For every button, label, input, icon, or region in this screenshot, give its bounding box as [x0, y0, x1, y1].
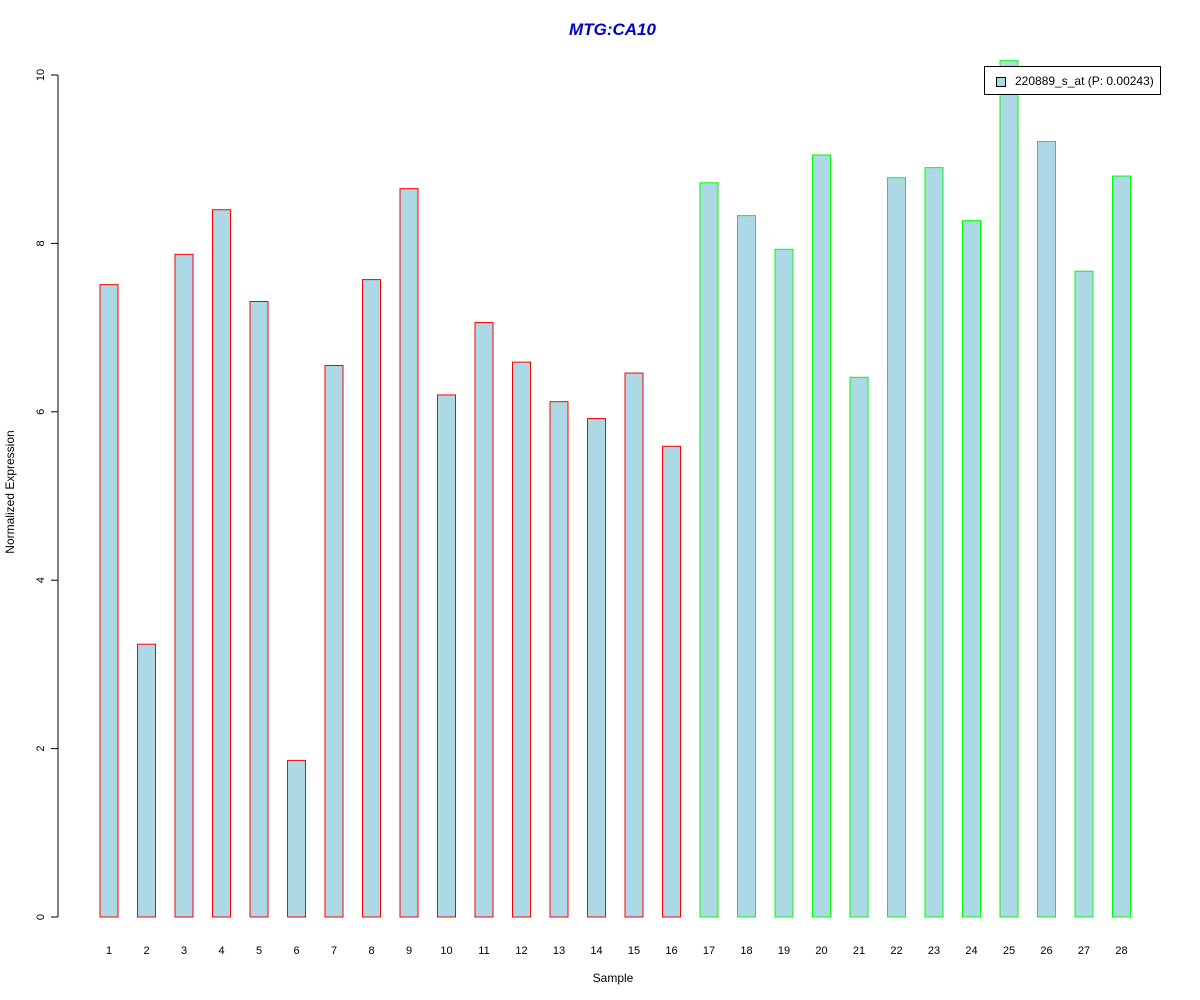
- x-tick-label: 11: [478, 945, 489, 957]
- bar: [362, 279, 381, 918]
- x-tick-label: 16: [665, 945, 677, 957]
- y-axis-label: Normalized Expression: [3, 430, 17, 554]
- bar: [812, 154, 831, 918]
- bar: [1112, 175, 1131, 918]
- x-tick-label: 14: [590, 945, 602, 957]
- bar: [437, 394, 456, 918]
- bar: [137, 643, 156, 918]
- y-tick-label: 10: [35, 69, 47, 81]
- x-tick-label: 6: [293, 945, 299, 957]
- x-tick-label: 15: [628, 945, 640, 957]
- bar: [549, 401, 569, 918]
- bar: [99, 284, 119, 918]
- x-tick-label: 3: [181, 945, 187, 957]
- x-tick-label: 12: [515, 945, 527, 957]
- x-tick-label: 25: [1003, 945, 1015, 957]
- y-tick-label: 6: [35, 409, 47, 415]
- x-tick-label: 8: [368, 945, 374, 957]
- bar: [1074, 270, 1094, 918]
- x-tick-label: 27: [1078, 945, 1090, 957]
- bar: [774, 248, 794, 918]
- bar: [699, 182, 719, 918]
- x-tick-label: 20: [815, 945, 827, 957]
- y-tick-label: 0: [35, 914, 47, 920]
- chart-title: MTG:CA10: [569, 20, 656, 39]
- x-tick-label: 26: [1040, 945, 1052, 957]
- bar: [587, 418, 606, 918]
- x-tick-label: 9: [406, 945, 412, 957]
- x-tick-label: 10: [440, 945, 452, 957]
- x-tick-label: 7: [331, 945, 337, 957]
- x-tick-label: 21: [853, 945, 865, 957]
- bar: [174, 253, 194, 918]
- bar: [849, 376, 869, 918]
- x-tick-label: 22: [890, 945, 902, 957]
- x-tick-label: 24: [965, 945, 977, 957]
- x-tick-label: 17: [703, 945, 715, 957]
- x-tick-label: 13: [553, 945, 565, 957]
- bar: [249, 300, 269, 918]
- legend: 220889_s_at (P: 0.00243): [984, 66, 1161, 95]
- bar: [212, 209, 231, 918]
- x-tick-label: 18: [740, 945, 752, 957]
- bar: [662, 445, 681, 918]
- x-tick-label: 2: [143, 945, 149, 957]
- bar: [324, 364, 344, 918]
- bar: [287, 759, 306, 918]
- bar: [924, 167, 944, 918]
- bar: [999, 60, 1019, 918]
- x-axis-label: Sample: [592, 971, 634, 985]
- bar: [512, 361, 531, 918]
- x-tick-label: 4: [218, 945, 224, 957]
- y-tick-label: 4: [35, 577, 47, 583]
- x-tick-label: 19: [778, 945, 790, 957]
- bar: [1037, 141, 1056, 918]
- bar: [399, 188, 419, 918]
- x-tick-label: 5: [256, 945, 262, 957]
- bar: [474, 322, 494, 918]
- bar: [737, 215, 756, 918]
- x-tick-label: 23: [928, 945, 940, 957]
- bar: [962, 220, 981, 918]
- x-tick-label: 1: [106, 945, 112, 957]
- bar: [887, 177, 906, 918]
- bar: [624, 372, 644, 918]
- y-tick-label: 2: [35, 746, 47, 752]
- y-tick-label: 8: [35, 240, 47, 246]
- x-tick-label: 28: [1115, 945, 1127, 957]
- legend-swatch: [996, 77, 1006, 87]
- legend-label: 220889_s_at (P: 0.00243): [1015, 74, 1154, 88]
